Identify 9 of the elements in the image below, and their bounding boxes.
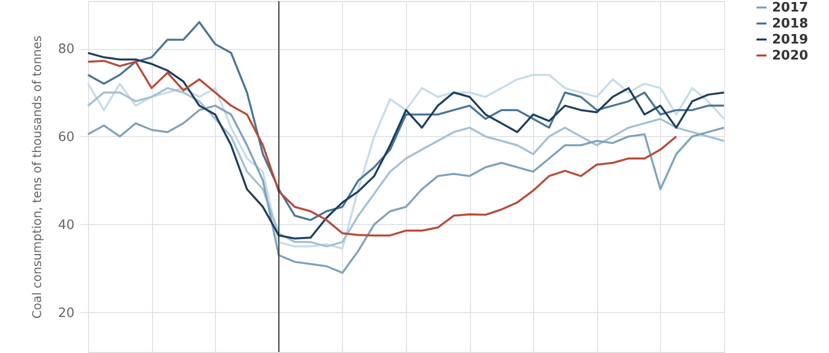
y-tick-label: 80 <box>58 42 74 58</box>
legend-label: 2019 <box>772 32 808 48</box>
legend-label: 2017 <box>772 0 808 16</box>
y-tick-label: 60 <box>58 130 74 145</box>
legend-label: 2018 <box>772 16 808 32</box>
y-tick-label: 40 <box>58 218 74 233</box>
y-tick-label: 20 <box>58 306 74 321</box>
y-axis-title: Coal consumption, tens of thousands of tonnes <box>30 35 44 319</box>
legend-label: 2020 <box>772 48 808 64</box>
